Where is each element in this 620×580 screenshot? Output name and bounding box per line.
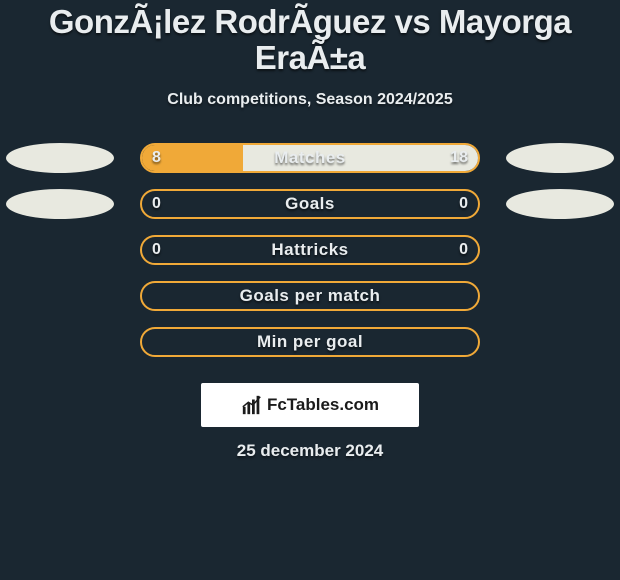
right-side-ellipse xyxy=(506,143,614,173)
stat-row: Min per goal xyxy=(0,323,620,369)
right-side-ellipse xyxy=(506,189,614,219)
stat-bar: 00Goals xyxy=(140,189,480,219)
stat-bar: 818Matches xyxy=(140,143,480,173)
stat-row: Goals per match xyxy=(0,277,620,323)
stat-label: Goals xyxy=(142,191,478,217)
stat-row: 818Matches xyxy=(0,139,620,185)
stat-bar: 00Hattricks xyxy=(140,235,480,265)
stat-label: Goals per match xyxy=(142,283,478,309)
footer-date: 25 december 2024 xyxy=(0,441,620,461)
stat-row: 00Goals xyxy=(0,185,620,231)
stat-bar: Goals per match xyxy=(140,281,480,311)
brand-logo-icon xyxy=(241,394,263,416)
brand-text: FcTables.com xyxy=(267,395,379,415)
stat-bar: Min per goal xyxy=(140,327,480,357)
page-title: GonzÃ¡lez RodrÃ­guez vs Mayorga EraÃ±a xyxy=(0,4,620,77)
stat-label: Hattricks xyxy=(142,237,478,263)
page-subtitle: Club competitions, Season 2024/2025 xyxy=(0,91,620,109)
stat-rows: 818Matches 00Goals 00Hattricks Goals per ma… xyxy=(0,139,620,369)
left-side-ellipse xyxy=(6,143,114,173)
footer-brand-box: FcTables.com xyxy=(201,383,419,427)
stat-label: Matches xyxy=(142,145,478,171)
left-side-ellipse xyxy=(6,189,114,219)
stat-row: 00Hattricks xyxy=(0,231,620,277)
stat-label: Min per goal xyxy=(142,329,478,355)
